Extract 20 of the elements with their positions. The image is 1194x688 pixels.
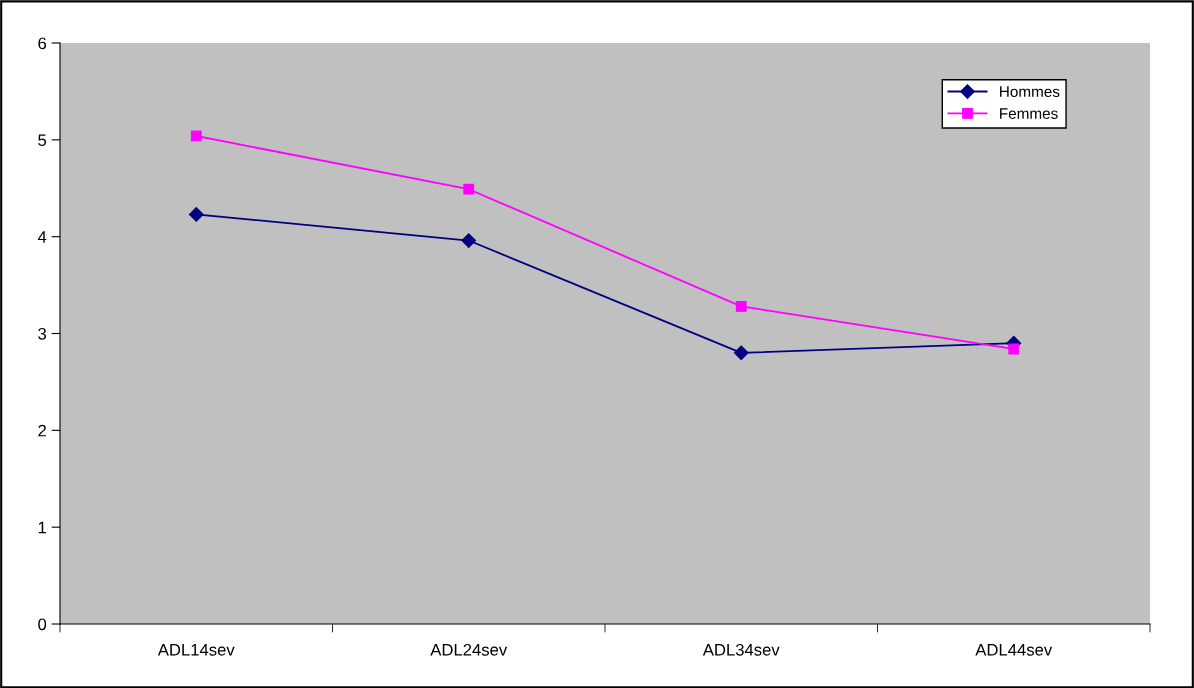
point bbox=[463, 183, 475, 195]
point bbox=[1008, 343, 1020, 355]
point bbox=[461, 233, 477, 248]
x-tick-label: ADL34sev bbox=[702, 643, 780, 656]
y-tick-label: 3 bbox=[38, 327, 47, 340]
point bbox=[735, 301, 747, 312]
y-tick-label: 1 bbox=[38, 521, 46, 534]
y-tick-label: 0 bbox=[38, 618, 47, 631]
point bbox=[733, 345, 749, 361]
y-tick-label: 5 bbox=[38, 134, 47, 147]
legend-label: Hommes bbox=[1000, 86, 1060, 98]
point bbox=[190, 130, 202, 142]
y-tick-label: 6 bbox=[38, 37, 47, 50]
y-tick-label: 2 bbox=[38, 424, 46, 437]
legend-label: Femmes bbox=[1000, 108, 1058, 119]
x-tick-label: ADL14sev bbox=[157, 644, 235, 656]
y-tick-label: 4 bbox=[37, 231, 47, 243]
point bbox=[188, 207, 204, 222]
x-tick-label: ADL44sev bbox=[975, 644, 1053, 656]
x-tick-label: ADL24sev bbox=[430, 643, 508, 656]
